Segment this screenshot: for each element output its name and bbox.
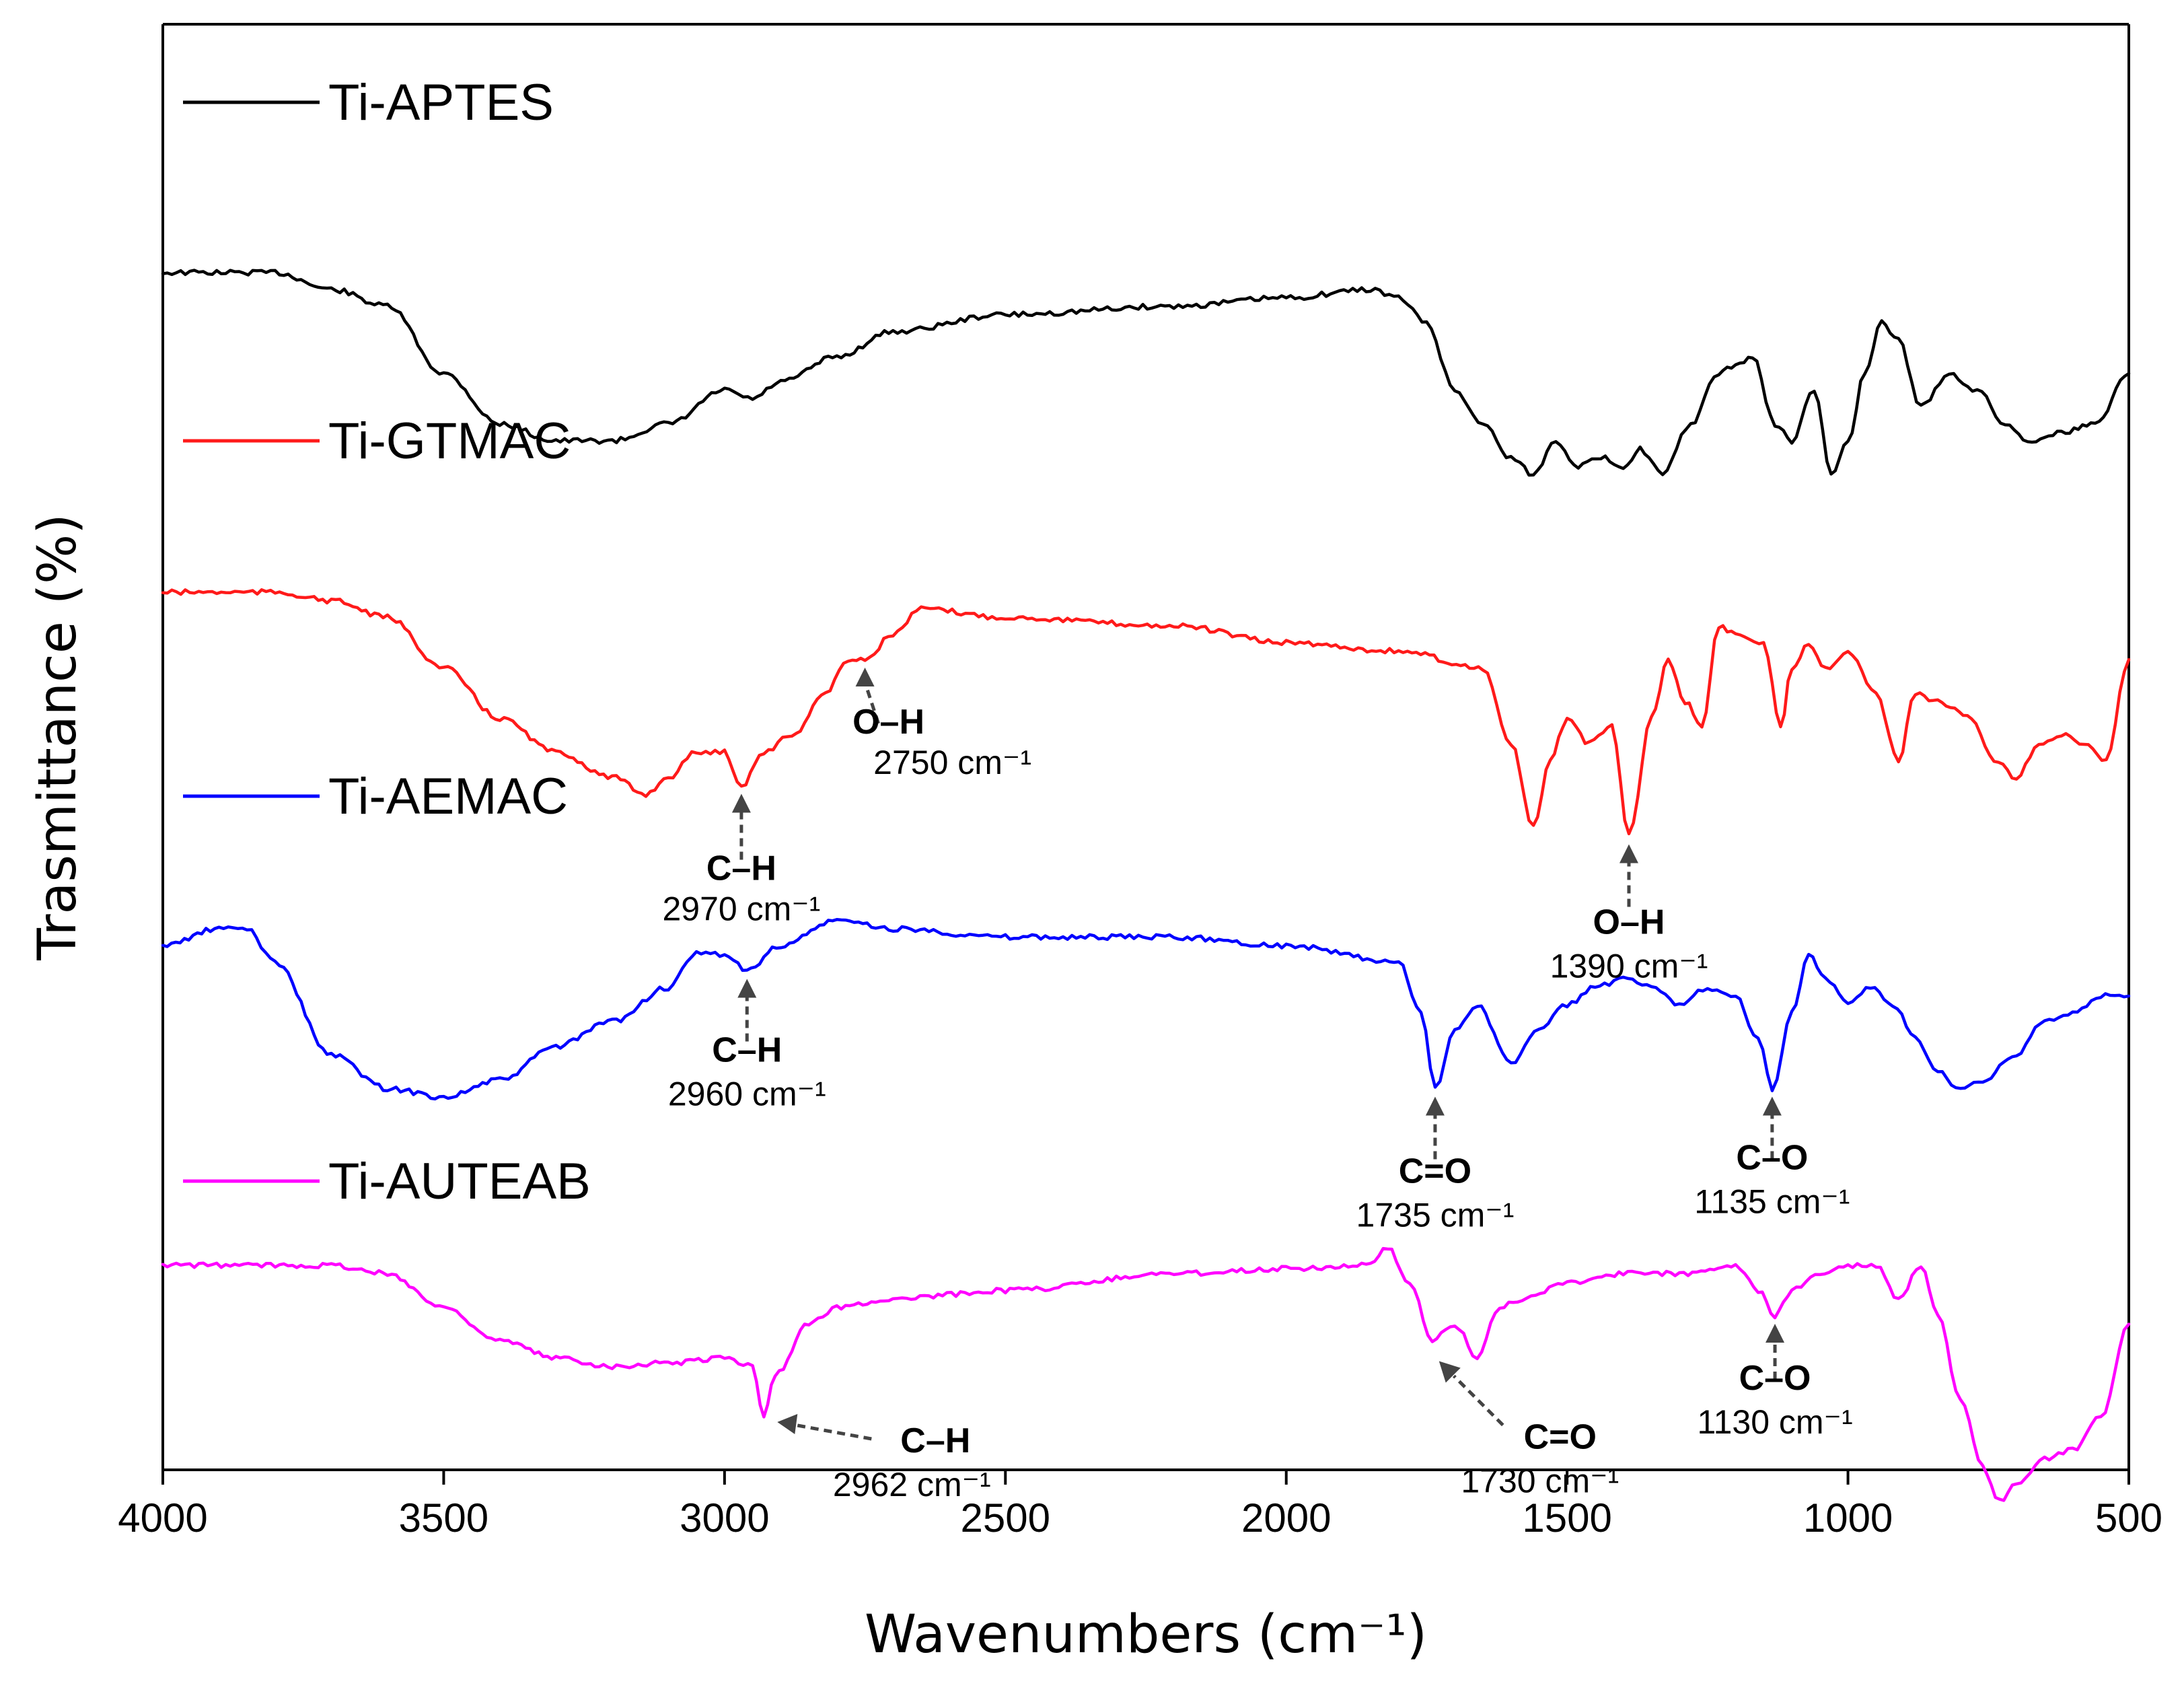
annotation-bond-ch: C–H xyxy=(712,1031,782,1070)
annotation-bond-co: C=O xyxy=(1524,1418,1597,1457)
x-tick-label-2500: 2500 xyxy=(961,1495,1050,1540)
annotation-wavenumber-6: 2962 cm⁻¹ xyxy=(833,1466,991,1503)
annotation-arrow-6 xyxy=(797,1423,872,1441)
annotation-bond-co: C–O xyxy=(1739,1359,1811,1398)
legend-label-ti-aemac: Ti-AEMAC xyxy=(328,768,568,825)
legend-label-ti-gtmac: Ti-GTMAC xyxy=(328,413,571,470)
x-tick-label-4000: 4000 xyxy=(118,1495,207,1540)
annotation-bond-co: C–O xyxy=(1736,1139,1808,1178)
annotation-bond-oh: O–H xyxy=(1593,903,1665,942)
annotation-arrowhead-5 xyxy=(1762,1096,1782,1116)
x-axis-ticks: 4000 3500 3000 2500 2000 1500 1000 500 xyxy=(118,1470,2162,1540)
annotation-arrowhead-2 xyxy=(1619,844,1638,863)
annotation-arrowhead-7 xyxy=(1439,1361,1461,1383)
x-tick-label-3500: 3500 xyxy=(399,1495,488,1540)
annotation-arrowhead-0 xyxy=(731,793,751,813)
annotation-3: C–H 2960 cm⁻¹ xyxy=(668,979,826,1113)
x-tick-label-1000: 1000 xyxy=(1803,1495,1893,1540)
annotation-wavenumber-2: 1390 cm⁻¹ xyxy=(1550,948,1708,985)
annotation-arrowhead-4 xyxy=(1425,1096,1445,1116)
annotation-arrow-7 xyxy=(1453,1374,1504,1427)
series-layer xyxy=(161,269,2131,1502)
annotation-6: C–H 2962 cm⁻¹ xyxy=(777,1414,991,1503)
annotation-bond-oh: O–H xyxy=(852,703,924,742)
annotation-arrow-1 xyxy=(863,682,880,724)
annotation-arrowhead-6 xyxy=(777,1414,798,1434)
legend-label-ti-aptes: Ti-APTES xyxy=(328,74,554,131)
plot-frame xyxy=(161,23,2130,1471)
series-line-ti-gtmac xyxy=(161,588,2131,836)
series-line-ti-aptes xyxy=(161,269,2131,477)
annotation-wavenumber-7: 1730 cm⁻¹ xyxy=(1461,1462,1619,1500)
legend-label-ti-auteab: Ti-AUTEAB xyxy=(328,1153,591,1210)
annotation-arrowhead-3 xyxy=(737,979,757,998)
annotation-bond-ch: C–H xyxy=(900,1421,970,1460)
x-axis-title: Wavenumbers (cm⁻¹) xyxy=(865,1604,1427,1665)
annotation-8: C–O 1130 cm⁻¹ xyxy=(1697,1324,1853,1441)
y-axis-title: Trasmittance (%) xyxy=(28,513,88,960)
annotation-bond-ch: C–H xyxy=(706,849,776,888)
annotation-7: C=O 1730 cm⁻¹ xyxy=(1439,1361,1619,1500)
x-tick-label-2000: 2000 xyxy=(1241,1495,1331,1540)
legend: Ti-APTES Ti-GTMAC Ti-AEMAC Ti-AUTEAB xyxy=(183,74,591,1210)
annotation-wavenumber-0: 2970 cm⁻¹ xyxy=(662,890,820,928)
annotation-wavenumber-1: 2750 cm⁻¹ xyxy=(873,744,1031,781)
annotation-wavenumber-8: 1130 cm⁻¹ xyxy=(1697,1403,1852,1441)
x-tick-label-3000: 3000 xyxy=(680,1495,769,1540)
annotation-2: O–H 1390 cm⁻¹ xyxy=(1550,844,1708,985)
series-line-ti-aemac xyxy=(161,918,2131,1101)
annotation-arrowhead-8 xyxy=(1766,1324,1785,1343)
annotation-wavenumber-5: 1135 cm⁻¹ xyxy=(1694,1183,1850,1221)
annotation-wavenumber-3: 2960 cm⁻¹ xyxy=(668,1075,826,1113)
annotation-4: C=O 1735 cm⁻¹ xyxy=(1356,1096,1515,1234)
annotation-arrowhead-1 xyxy=(855,668,875,686)
annotation-bond-co: C=O xyxy=(1399,1152,1471,1191)
annotation-5: C–O 1135 cm⁻¹ xyxy=(1694,1096,1850,1221)
annotation-wavenumber-4: 1735 cm⁻¹ xyxy=(1356,1197,1515,1234)
x-tick-label-1500: 1500 xyxy=(1522,1495,1611,1540)
series-line-ti-auteab xyxy=(161,1246,2131,1502)
x-tick-label-500: 500 xyxy=(2095,1495,2162,1540)
